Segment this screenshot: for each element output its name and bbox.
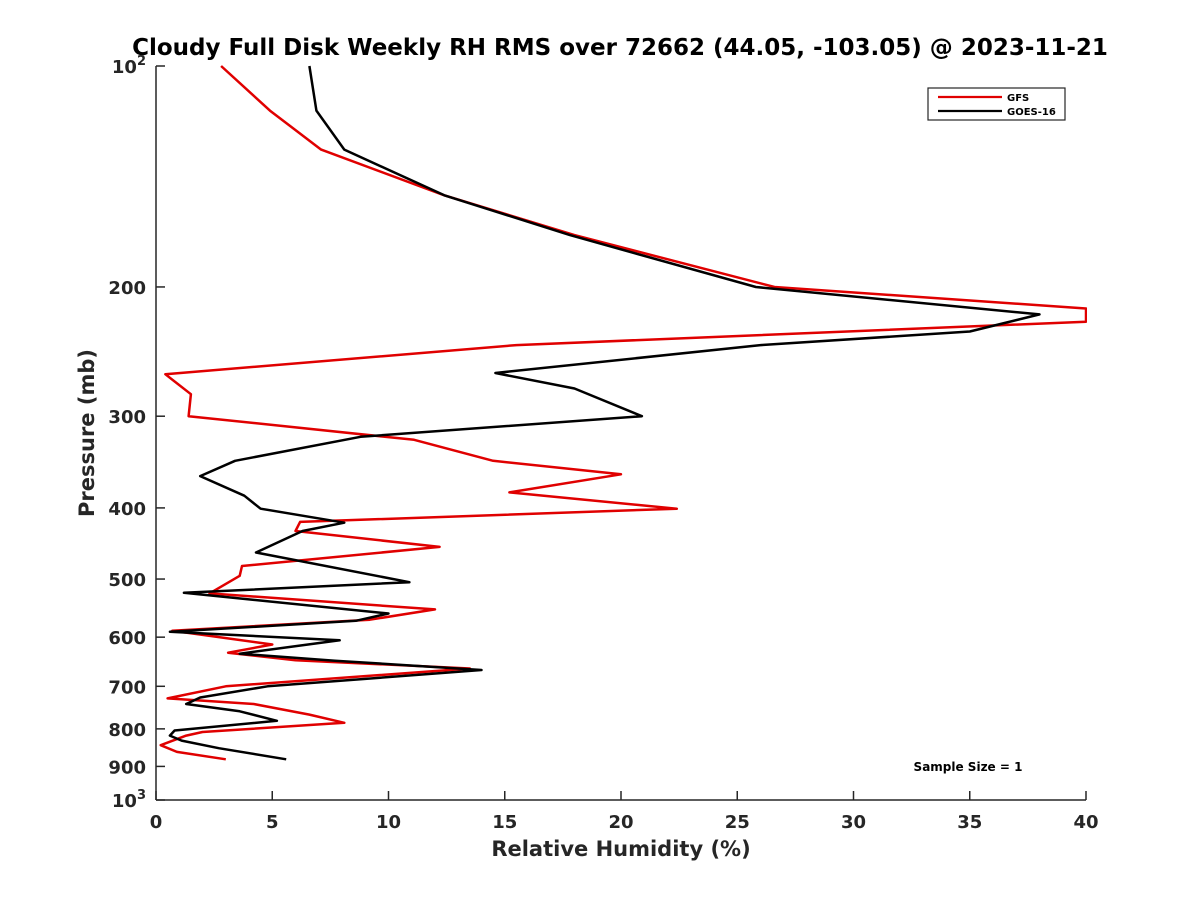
y-tick-label: 600: [108, 628, 146, 649]
x-axis-label: Relative Humidity (%): [491, 837, 750, 861]
y-axis-label: Pressure (mb): [75, 349, 99, 517]
x-tick-label: 15: [492, 812, 517, 833]
plot-area: [156, 66, 1086, 800]
chart-title: Cloudy Full Disk Weekly RH RMS over 7266…: [132, 35, 1108, 61]
x-tick-label: 0: [150, 812, 163, 833]
y-tick-label: 800: [108, 720, 146, 741]
y-tick-label: 103: [112, 788, 146, 812]
legend-box: [927, 87, 1066, 121]
legend-label-gfs: GFS: [1007, 93, 1029, 104]
y-tick-label: 500: [108, 570, 146, 591]
y-tick-label: 200: [108, 278, 146, 299]
x-tick-label: 40: [1073, 812, 1098, 833]
series-layer: [159, 65, 1087, 761]
y-axis-ticks: 102 200 300 400 500 600 700 800 900 103: [108, 54, 165, 812]
x-axis-ticks: 0 5 10 15 20 25 30 35 40: [150, 791, 1099, 833]
y-tick-label: 700: [108, 677, 146, 698]
y-tick-label: 300: [108, 407, 146, 428]
series-line-goes-16: [168, 65, 1041, 761]
series-line-gfs: [159, 65, 1087, 761]
x-tick-label: 10: [376, 812, 401, 833]
plot-background: [156, 66, 1086, 800]
x-tick-label: 25: [725, 812, 750, 833]
y-tick-label: 900: [108, 757, 146, 778]
sample-size-annotation: Sample Size = 1: [914, 760, 1023, 774]
x-tick-label: 35: [957, 812, 982, 833]
y-tick-label: 102: [112, 54, 146, 78]
y-tick-label: 400: [108, 499, 146, 520]
x-tick-label: 5: [266, 812, 279, 833]
x-tick-label: 30: [841, 812, 866, 833]
legend: GFS GOES-16: [927, 87, 1066, 121]
legend-label-goes-16: GOES-16: [1007, 107, 1056, 118]
x-tick-label: 20: [608, 812, 633, 833]
